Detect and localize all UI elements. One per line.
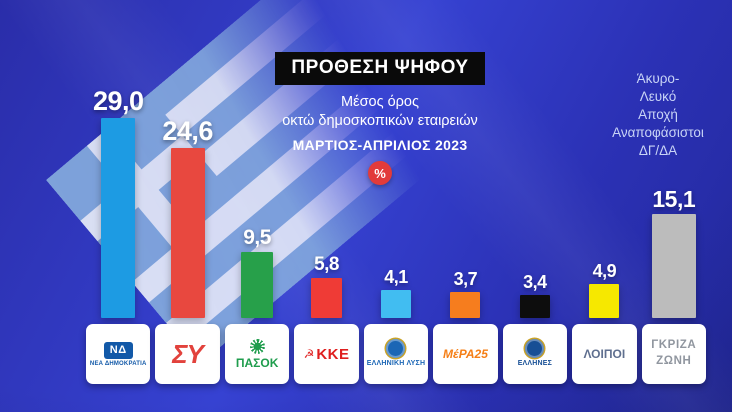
bar-value-label: 9,5	[243, 225, 271, 249]
party-column: 29,0 ΝΔ ΝΕΑ ΔΗΜΟΚΡΑΤΙΑ	[86, 85, 151, 384]
note-line: Λευκό	[639, 88, 677, 104]
party-logo-box: ΕΛΛΗΝΙΚΗ ΛΥΣΗ	[363, 324, 429, 384]
bar-value-label: 3,4	[523, 272, 547, 293]
party-column: 24,6 ΣΥ	[155, 115, 220, 384]
party-column: 3,4 ΕΛΛΗΝΕΣ	[502, 272, 568, 384]
party-logo-caption: ΕΛΛΗΝΙΚΗ ΛΥΣΗ	[366, 360, 426, 368]
bar-value-label: 4,9	[592, 261, 617, 282]
note-line: Άκυρο-	[636, 71, 680, 86]
bar	[589, 284, 620, 318]
bar	[519, 295, 550, 318]
party-logo-box: ☭ ΚΚΕ	[294, 324, 359, 384]
party-logo-box: ΣΥ	[155, 324, 220, 384]
party-logo-text: ΚΚΕ	[316, 345, 350, 363]
bar-value-label: 24,6	[162, 115, 213, 146]
bar	[311, 278, 343, 318]
bar	[380, 290, 411, 318]
nea-dimokratia-flag-icon: ΝΔ	[103, 341, 133, 359]
party-logo-box: ΜέΡΑ25	[433, 324, 498, 384]
invalid-undecided-note: Άκυρο- Λευκό Αποχή Αναποφάσιστοι ΔΓ/ΔΑ	[594, 70, 722, 160]
chart-period: ΜΑΡΤΙΟΣ-ΑΠΡΙΛΙΟΣ 2023	[292, 137, 468, 154]
party-column: 4,1 ΕΛΛΗΝΙΚΗ ΛΥΣΗ	[363, 267, 429, 384]
hammer-sickle-icon: ☭	[303, 347, 315, 361]
note-line: Αποχή	[638, 106, 678, 122]
bar	[101, 118, 136, 318]
party-logo-box: ΛΟΙΠΟΙ	[572, 324, 637, 384]
chart-subtitle-line1: Μέσος όρος	[341, 94, 419, 110]
bar-value-label: 3,7	[453, 269, 478, 290]
bar-value-label: 4,1	[384, 267, 408, 288]
party-column: 15,1 ΓΚΡΙΖΑ ΖΩΝΗ	[641, 185, 706, 384]
ellines-emblem-icon	[525, 339, 545, 359]
party-logo-text: ΣΥ	[172, 339, 204, 369]
party-logo-text: ΜέΡΑ25	[443, 347, 488, 361]
party-logo-caption: ΝΕΑ ΔΗΜΟΚΡΑΤΙΑ	[89, 360, 147, 367]
party-logo-box: ΓΚΡΙΖΑ ΖΩΝΗ	[641, 324, 706, 384]
bar	[450, 292, 481, 318]
party-logo-box: ΝΔ ΝΕΑ ΔΗΜΟΚΡΑΤΙΑ	[86, 324, 151, 384]
chart-title: ΠΡΟΘΕΣΗ ΨΗΦΟΥ	[275, 52, 485, 85]
party-logo-box: ΕΛΛΗΝΕΣ	[502, 324, 568, 384]
chart-subtitle-line2: οκτώ δημοσκοπικών εταιρειών	[282, 112, 478, 129]
party-logo-box: ΠΑΣΟΚ	[224, 324, 290, 384]
party-logo-text: ΛΟΙΠΟΙ	[583, 347, 626, 361]
bar-value-label: 15,1	[652, 185, 696, 212]
bar	[241, 252, 274, 318]
bar	[651, 214, 696, 318]
party-logo-text: ΠΑΣΟΚ	[235, 355, 279, 370]
elliniki-lysi-emblem-icon	[386, 339, 406, 359]
party-logo-text: ΓΚΡΙΖΑ	[651, 339, 697, 352]
chart-header: ΠΡΟΘΕΣΗ ΨΗΦΟΥ Μέσος όρος οκτώ δημοσκοπικ…	[238, 52, 522, 186]
party-column: 3,7 ΜέΡΑ25	[433, 269, 498, 384]
party-logo-caption: ΕΛΛΗΝΕΣ	[517, 360, 553, 368]
kke-logo: ☭ ΚΚΕ	[304, 346, 350, 363]
party-column: 5,8 ☭ ΚΚΕ	[294, 254, 359, 384]
bar-value-label: 29,0	[92, 85, 144, 116]
bar-value-label: 5,8	[314, 254, 339, 276]
note-line: Αναποφάσιστοι	[612, 124, 704, 140]
pasok-sun-icon	[249, 338, 265, 354]
party-logo-text: ΖΩΝΗ	[656, 355, 692, 367]
note-line: ΔΓ/ΔΑ	[638, 142, 678, 158]
party-column: 4,9 ΛΟΙΠΟΙ	[572, 261, 637, 384]
percent-badge-icon: %	[368, 161, 392, 186]
chart-columns: 29,0 ΝΔ ΝΕΑ ΔΗΜΟΚΡΑΤΙΑ 24,6 ΣΥ 9,5 ΠΑΣΟΚ 5,8 ☭ ΚΚ…	[86, 85, 706, 384]
party-column: 9,5 ΠΑΣΟΚ	[224, 225, 290, 384]
bar	[170, 148, 205, 318]
